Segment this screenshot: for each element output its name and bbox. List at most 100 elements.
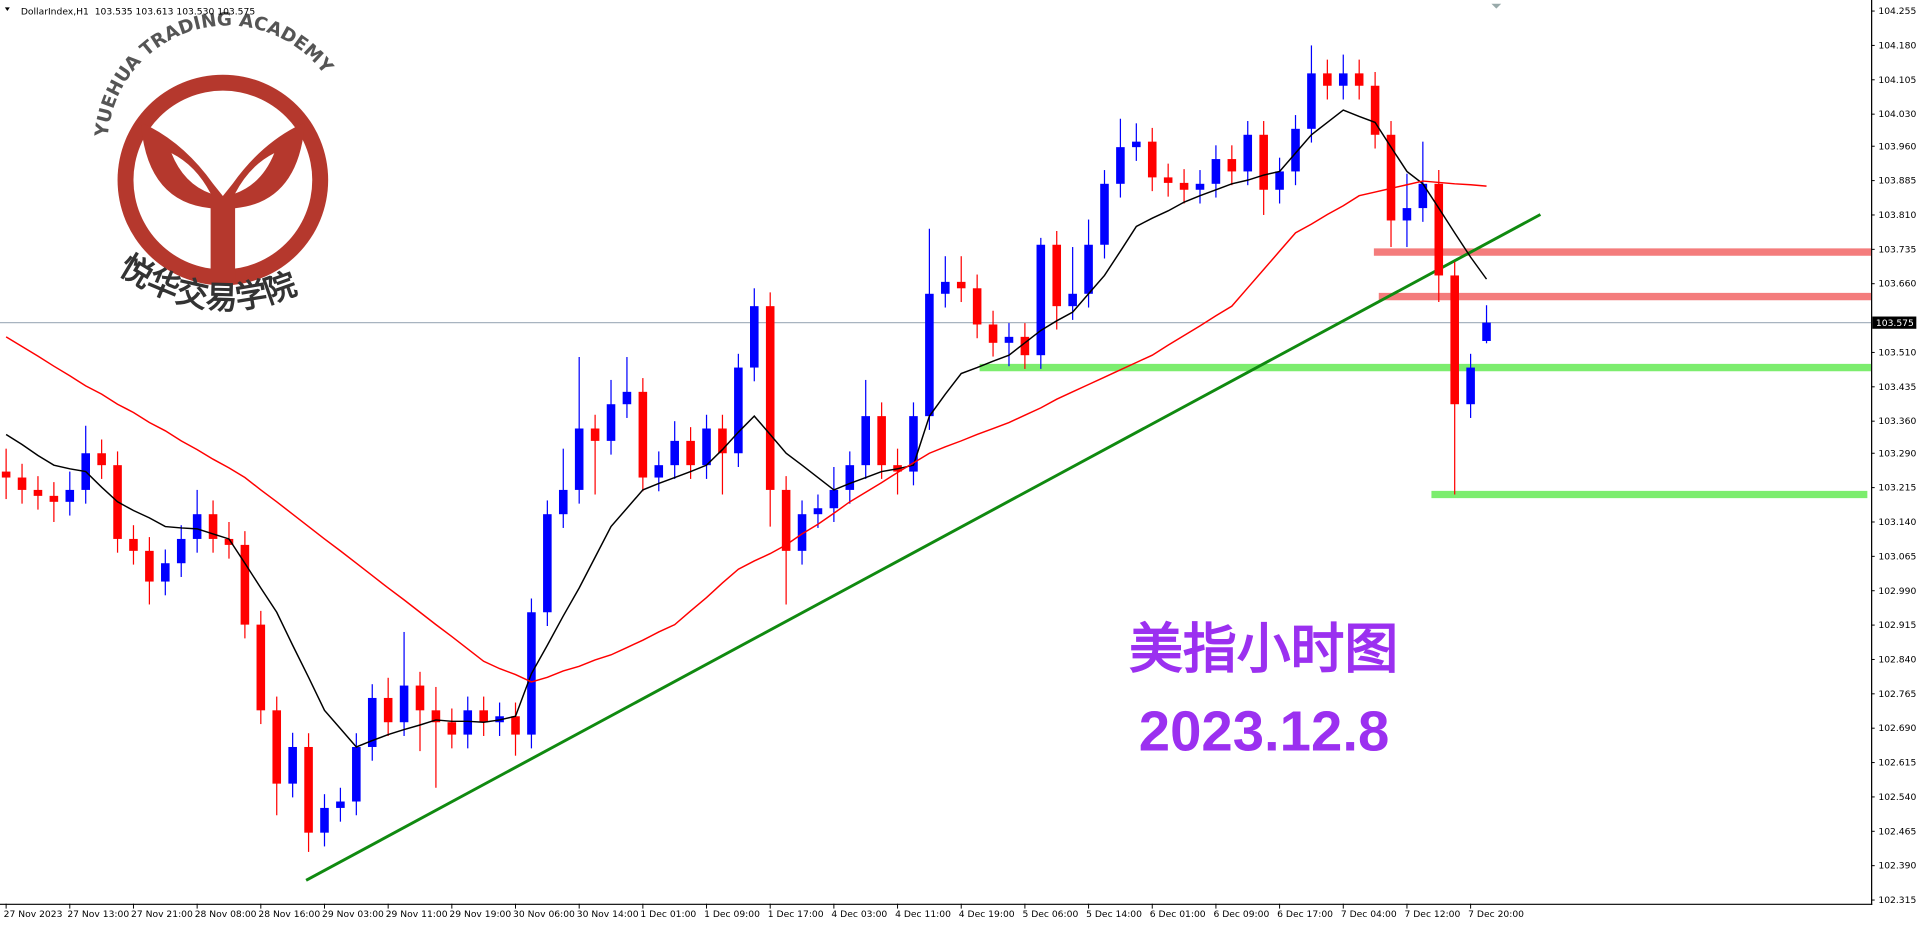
candle-body: [1004, 336, 1014, 343]
candle-body: [65, 489, 75, 502]
candle-body: [670, 440, 679, 466]
x-tick-label: 6 Dec 17:00: [1277, 909, 1333, 920]
candle-body: [352, 746, 361, 802]
x-tick-label: 4 Dec 19:00: [959, 909, 1015, 920]
y-tick-label: 102.915: [1878, 620, 1916, 631]
x-tick-label: 4 Dec 03:00: [831, 909, 887, 920]
y-tick-label: 102.615: [1878, 758, 1916, 769]
x-tick-label: 5 Dec 06:00: [1022, 909, 1078, 920]
candle-body: [702, 428, 711, 466]
candle-body: [734, 367, 743, 454]
y-tick-label: 103.660: [1878, 279, 1916, 290]
candle-body: [941, 281, 950, 294]
moving-average: [5, 180, 1487, 683]
candle-body: [781, 489, 791, 551]
y-tick-label: 103.885: [1878, 176, 1916, 187]
y-tick-label: 103.360: [1878, 416, 1916, 427]
candle-body: [288, 746, 297, 784]
y-tick-label: 104.105: [1878, 75, 1916, 86]
logo-mark-cut: [171, 153, 275, 194]
candle-body: [320, 807, 329, 833]
candle-body: [543, 514, 552, 613]
candle-body: [972, 288, 982, 325]
y-tick-label: 104.255: [1878, 6, 1916, 17]
candle-body: [1, 471, 11, 478]
price-tag-label: 103.575: [1876, 318, 1914, 329]
x-tick-label: 5 Dec 14:00: [1086, 909, 1142, 920]
candle-body: [1163, 177, 1173, 183]
y-tick-label: 103.140: [1878, 517, 1916, 528]
candle-body: [224, 538, 234, 545]
candle-body: [272, 710, 282, 784]
candle-body: [97, 453, 106, 466]
x-tick-label: 1 Dec 01:00: [640, 909, 696, 920]
candle-body: [511, 716, 520, 735]
candle-body: [383, 697, 393, 723]
candle-body: [1275, 171, 1284, 190]
candle-body: [1179, 182, 1189, 190]
candle-body: [1386, 134, 1396, 221]
candle-body: [909, 416, 918, 472]
candle-body: [240, 544, 250, 625]
candle-body: [1100, 183, 1109, 245]
x-tick-label: 28 Nov 16:00: [258, 909, 320, 920]
x-tick-label: 27 Nov 13:00: [67, 909, 129, 920]
candle-body: [192, 514, 202, 539]
candle-body: [1020, 336, 1030, 356]
candle-body: [765, 306, 775, 490]
candle-body: [1370, 85, 1380, 135]
candle-body: [1227, 159, 1237, 172]
x-tick-label: 1 Dec 17:00: [768, 909, 824, 920]
y-tick-label: 102.990: [1878, 586, 1916, 597]
menu-arrow: [4, 7, 10, 12]
candle-body: [686, 440, 695, 466]
x-tick-label: 28 Nov 08:00: [195, 909, 257, 920]
candle-body: [17, 477, 27, 490]
axes: 104.255 104.180 104.105 104.030 103.960 103.8…: [4, 6, 1917, 920]
y-tick-label: 103.735: [1878, 244, 1916, 255]
candle-body: [1307, 73, 1316, 129]
candle-body: [574, 428, 584, 490]
x-tick-label: 6 Dec 09:00: [1213, 909, 1269, 920]
annotation-title: 美指小时图: [1129, 616, 1398, 680]
candle-body: [1195, 183, 1205, 190]
y-tick-label: 102.765: [1878, 689, 1916, 700]
trend-line: [305, 213, 1542, 882]
candle-body: [176, 538, 186, 564]
x-tick-label: 6 Dec 01:00: [1150, 909, 1206, 920]
candle-body: [1291, 128, 1300, 172]
overlay-lines: [0, 213, 1872, 882]
candle-body: [1466, 367, 1475, 405]
price-tag: [1872, 316, 1917, 329]
candle-body: [718, 428, 727, 454]
candle-body: [813, 508, 823, 515]
y-tick-label: 103.290: [1878, 448, 1916, 459]
moving-average: [5, 109, 1488, 748]
y-tick-label: 103.215: [1878, 483, 1916, 494]
candles: [1, 45, 1491, 852]
candle-body: [1052, 244, 1062, 307]
candle-body: [1482, 322, 1491, 341]
candle-body: [33, 489, 43, 496]
candle-body: [750, 306, 759, 368]
y-tick-label: 103.810: [1878, 210, 1916, 221]
candle-body: [479, 710, 488, 723]
candle-body: [590, 428, 600, 441]
logo-inner: [133, 90, 313, 270]
y-tick-label: 102.390: [1878, 861, 1916, 872]
candle-body: [1354, 73, 1364, 86]
candle-body: [1323, 73, 1332, 86]
y-tick-label: 103.065: [1878, 551, 1916, 562]
x-tick-label: 29 Nov 19:00: [449, 909, 511, 920]
candle-body: [988, 324, 998, 343]
candle-body: [304, 746, 313, 833]
x-tick-label: 27 Nov 21:00: [131, 909, 193, 920]
candle-body: [1338, 73, 1348, 86]
x-tick-label: 30 Nov 14:00: [577, 909, 639, 920]
candle-body: [877, 416, 886, 466]
candle-body: [161, 563, 170, 582]
y-tick-label: 104.030: [1878, 109, 1916, 120]
candle-body: [956, 281, 966, 289]
x-tick-label: 7 Dec 20:00: [1468, 909, 1524, 920]
